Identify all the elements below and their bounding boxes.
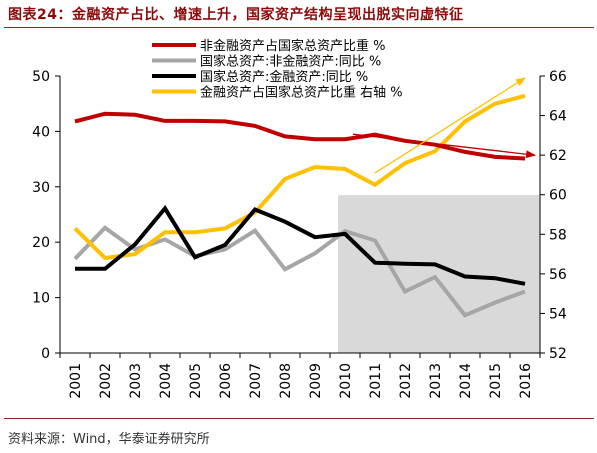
left-tick-label: 20 [32,235,50,251]
right-tick-label: 66 [549,69,567,85]
source-divider [4,418,594,419]
left-tick-label: 30 [32,180,50,196]
x-tick-label: 2014 [458,363,474,399]
right-tick-label: 56 [549,267,567,283]
x-tick-label: 2015 [488,363,504,399]
left-tick-label: 40 [32,124,50,140]
trend-arrows [352,77,536,174]
left-tick-label: 10 [32,291,50,307]
x-tick-label: 2010 [338,363,354,399]
x-tick-label: 2012 [398,363,414,399]
legend-label-3: 国家总资产:金融资产:同比 % [200,69,368,85]
right-tick-label: 60 [549,188,567,204]
x-tick-label: 2003 [128,363,144,399]
series-line-3 [75,204,526,286]
right-tick-label: 54 [549,306,567,322]
series-line-1 [74,111,526,161]
legend-label-4: 金融资产占国家总资产比重 右轴 % [200,85,403,101]
right-tick-label: 58 [549,227,567,243]
title-divider [4,27,594,28]
x-tick-label: 2013 [428,363,444,399]
right-tick-label: 62 [549,148,567,164]
x-tick-label: 2004 [158,363,174,399]
x-tick-label: 2011 [368,363,384,399]
series-lines [73,93,526,318]
legend-label-1: 非金融资产占国家总资产比重 % [200,38,386,54]
right-tick-label: 64 [549,109,567,125]
source-note: 资料来源：Wind，华泰证券研究所 [8,432,210,447]
legend: 非金融资产占国家总资产比重 %国家总资产:非金融资产:同比 %国家总资产:金融资… [152,38,403,101]
trend-arrow-2 [374,77,526,174]
page-title: 图表24：金融资产占比、增速上升，国家资产结构呈现出脱实向虚特征 [8,7,464,23]
x-tick-label: 2002 [98,363,114,399]
left-tick-label: 0 [41,346,50,362]
x-tick-label: 2005 [188,363,204,399]
x-tick-label: 2006 [218,363,234,399]
x-tick-label: 2009 [308,363,324,399]
x-tick-label: 2016 [518,363,534,399]
x-tick-label: 2008 [278,363,294,399]
series-line-4 [73,93,526,261]
shaded-region [338,195,540,353]
right-tick-label: 52 [549,346,567,362]
axes: 0 10 20 30 40 50 52 54 56 58 60 62 64 66 2001 2002 2003 2… [32,69,567,399]
legend-label-2: 国家总资产:非金融资产:同比 % [200,54,381,70]
x-tick-label: 2001 [68,363,84,399]
left-tick-label: 50 [32,69,50,85]
x-tick-label: 2007 [248,363,264,399]
trend-arrow-1 [352,133,536,159]
